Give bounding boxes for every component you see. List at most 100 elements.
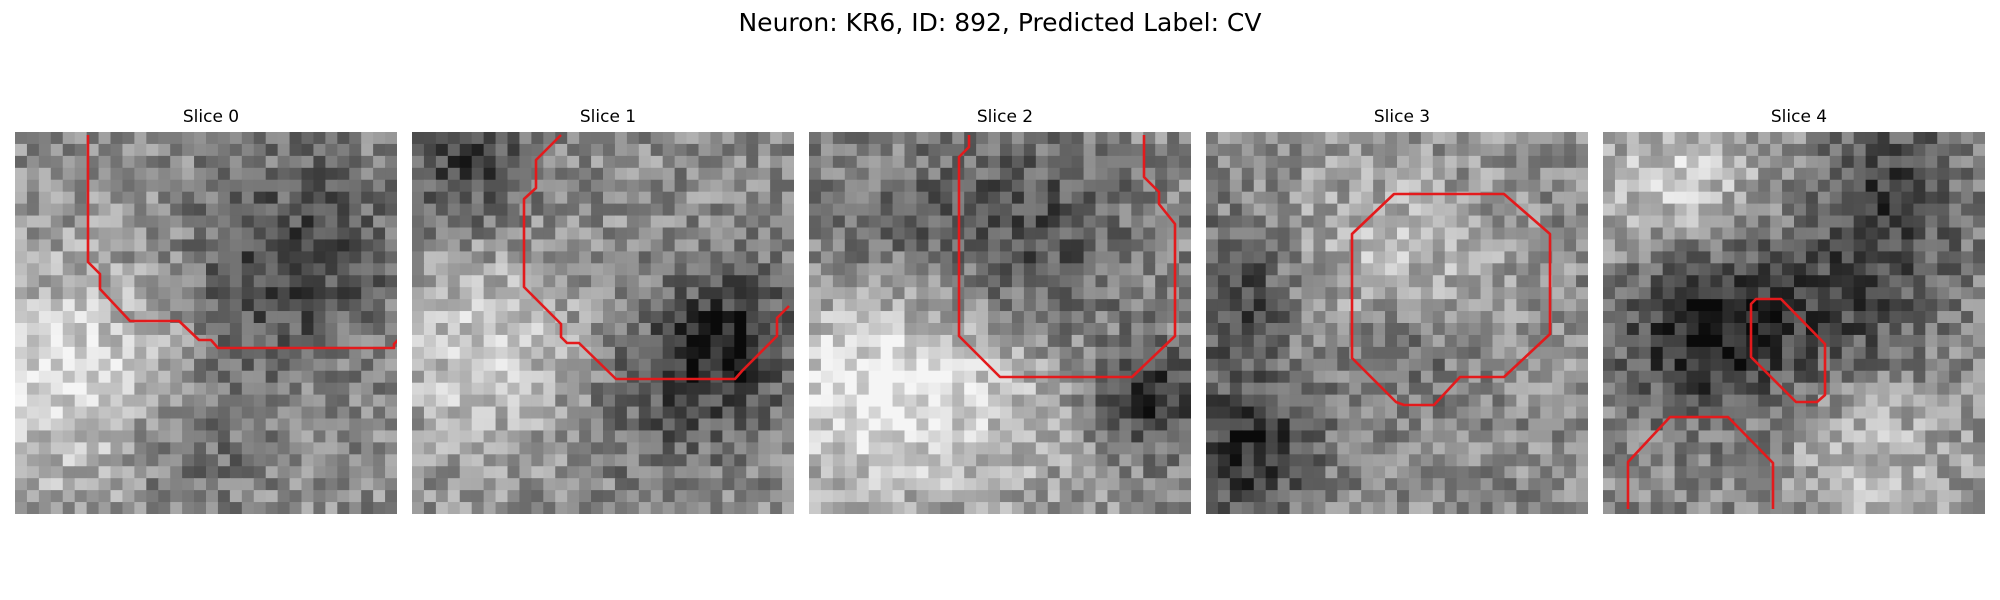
image-pixel xyxy=(1782,251,1795,264)
image-pixel xyxy=(567,418,580,432)
image-pixel xyxy=(1937,394,1950,408)
image-pixel xyxy=(361,323,374,336)
image-pixel xyxy=(38,502,52,514)
image-pixel xyxy=(507,275,521,288)
image-pixel xyxy=(1913,167,1926,181)
image-pixel xyxy=(674,203,688,217)
image-pixel xyxy=(952,346,965,360)
image-pixel xyxy=(591,466,604,479)
image-pixel xyxy=(662,406,676,420)
image-pixel xyxy=(531,406,544,420)
image-pixel xyxy=(1698,143,1712,157)
image-pixel xyxy=(1313,466,1326,479)
image-pixel xyxy=(1397,454,1410,467)
image-pixel xyxy=(1973,394,1985,408)
image-pixel xyxy=(638,167,652,181)
image-pixel xyxy=(1432,323,1446,336)
image-pixel xyxy=(253,299,267,312)
image-pixel xyxy=(1961,287,1974,300)
image-pixel xyxy=(1432,490,1446,503)
image-pixel xyxy=(74,143,88,157)
image-pixel xyxy=(507,191,521,205)
image-pixel xyxy=(1770,334,1783,348)
image-pixel xyxy=(182,275,195,288)
image-pixel xyxy=(809,406,822,420)
image-pixel xyxy=(1167,275,1180,288)
image-pixel xyxy=(1710,239,1723,252)
image-pixel xyxy=(686,191,700,205)
image-pixel xyxy=(1662,442,1676,455)
image-pixel xyxy=(1035,287,1049,300)
image-pixel xyxy=(1865,155,1879,169)
image-pixel xyxy=(241,239,255,252)
image-pixel xyxy=(1949,334,1962,348)
image-pixel xyxy=(928,132,941,145)
image-pixel xyxy=(1265,311,1279,324)
image-pixel xyxy=(964,454,977,467)
image-pixel xyxy=(1686,143,1700,157)
image-pixel xyxy=(614,323,628,336)
image-pixel xyxy=(1059,442,1073,455)
image-pixel xyxy=(1576,358,1588,372)
image-pixel xyxy=(1662,418,1676,432)
image-pixel xyxy=(435,478,449,491)
image-pixel xyxy=(206,251,219,264)
image-pixel xyxy=(746,167,759,181)
image-pixel xyxy=(710,358,723,372)
image-pixel xyxy=(988,466,1001,479)
image-pixel xyxy=(662,155,676,169)
image-pixel xyxy=(1131,132,1144,145)
image-pixel xyxy=(1468,227,1482,241)
image-pixel xyxy=(38,143,52,157)
image-pixel xyxy=(603,299,616,312)
image-pixel xyxy=(1397,203,1410,217)
image-pixel xyxy=(1265,394,1279,408)
image-pixel xyxy=(253,490,267,503)
image-pixel xyxy=(1710,263,1723,276)
image-pixel xyxy=(1000,155,1013,169)
image-pixel xyxy=(1686,418,1700,432)
image-pixel xyxy=(1973,263,1985,276)
image-pixel xyxy=(1241,418,1255,432)
image-pixel xyxy=(770,370,783,384)
image-pixel xyxy=(337,382,350,396)
image-pixel xyxy=(722,275,735,288)
image-pixel xyxy=(495,466,509,479)
image-pixel xyxy=(217,418,231,432)
image-pixel xyxy=(1650,239,1664,252)
image-pixel xyxy=(1480,418,1494,432)
image-pixel xyxy=(86,418,100,432)
image-pixel xyxy=(349,251,362,264)
image-pixel xyxy=(182,227,195,241)
image-pixel xyxy=(1083,394,1097,408)
image-pixel xyxy=(122,239,135,252)
image-pixel xyxy=(1265,490,1279,503)
image-pixel xyxy=(1456,263,1470,276)
image-pixel xyxy=(820,167,834,181)
image-pixel xyxy=(483,418,497,432)
image-pixel xyxy=(1325,394,1338,408)
image-pixel xyxy=(1710,275,1723,288)
image-pixel xyxy=(686,275,700,288)
image-pixel xyxy=(1758,143,1771,157)
image-pixel xyxy=(832,191,846,205)
image-pixel xyxy=(1241,191,1255,205)
image-pixel xyxy=(555,227,568,241)
image-pixel xyxy=(722,478,735,491)
image-pixel xyxy=(770,430,783,443)
image-pixel xyxy=(1035,191,1049,205)
image-pixel xyxy=(892,227,906,241)
image-pixel xyxy=(1528,358,1541,372)
image-pixel xyxy=(770,179,783,193)
image-pixel xyxy=(471,275,485,288)
image-pixel xyxy=(555,263,568,276)
image-pixel xyxy=(349,239,362,252)
image-pixel xyxy=(289,370,303,384)
image-pixel xyxy=(1841,203,1855,217)
image-pixel xyxy=(1913,346,1926,360)
image-pixel xyxy=(1913,358,1926,372)
image-pixel xyxy=(1107,179,1120,193)
image-pixel xyxy=(1794,430,1807,443)
image-pixel xyxy=(916,299,929,312)
image-pixel xyxy=(1528,251,1541,264)
